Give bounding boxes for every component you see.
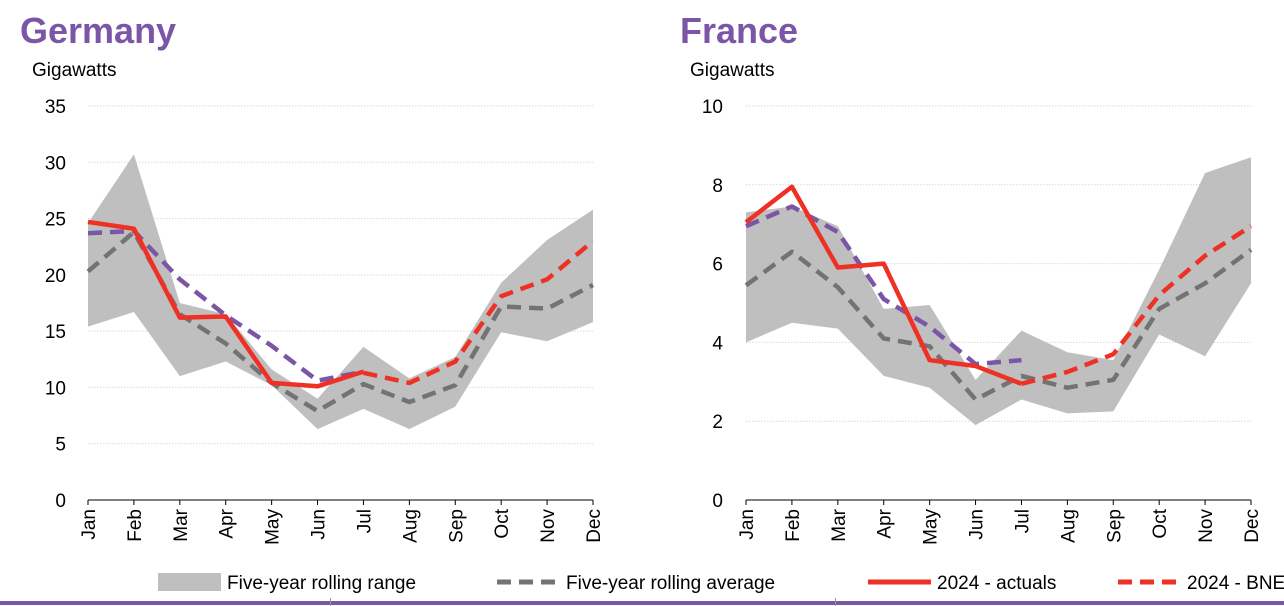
panel-title: France [680, 10, 798, 51]
x-tick-label: Jan [79, 509, 100, 540]
x-tick-label: Aug [1058, 509, 1079, 543]
y-tick-label: 2 [712, 412, 723, 433]
range-band [746, 157, 1251, 426]
bnef-line [362, 239, 595, 386]
actuals-line [87, 219, 365, 389]
actuals-line [744, 184, 1023, 386]
y-tick-label: 5 [55, 435, 66, 456]
panel-title: Germany [20, 10, 176, 51]
y-tick-label: 15 [45, 322, 66, 343]
y-axis-label: Gigawatts [690, 60, 774, 81]
x-tick-label: Jul [354, 509, 375, 533]
legend-swatch-range [158, 573, 221, 591]
france-panel: France Gigawatts 0 2 4 6 8 10 Jan Feb Mar Apr May Jun… [680, 10, 1263, 545]
y-tick-label: 4 [712, 333, 723, 354]
y-tick-label: 0 [712, 491, 723, 512]
y-tick-label: 10 [45, 378, 66, 399]
y-tick-label: 20 [45, 266, 66, 287]
x-tick-label: Sep [1104, 509, 1125, 543]
legend-label: 2024 - BNEF [1187, 573, 1284, 594]
x-tick-label: Dec [584, 509, 605, 543]
x-tick-label: Aug [400, 509, 421, 543]
footer-rule [0, 601, 1284, 605]
germany-panel: Germany Gigawatts 0 5 10 15 20 25 30 35 Jan Feb Mar A… [20, 10, 605, 545]
x-tick-label: Jun [967, 509, 988, 540]
legend-label: Five-year rolling range [227, 573, 416, 594]
footer-divider [330, 598, 331, 606]
x-tick-label: Mar [171, 508, 192, 541]
legend-label: 2024 - actuals [937, 573, 1056, 594]
y-tick-label: 0 [55, 491, 66, 512]
y-tick-label: 25 [45, 210, 66, 231]
x-tick-label: Apr [875, 508, 896, 538]
average-line [744, 247, 1253, 402]
y-tick-label: 35 [45, 97, 66, 118]
y-tick-label: 30 [45, 153, 66, 174]
x-tick-label: May [263, 509, 284, 545]
y-tick-label: 8 [712, 176, 723, 197]
range-band [88, 154, 593, 430]
x-tick-label: Oct [492, 508, 513, 538]
x-tick-label: Feb [783, 509, 804, 542]
x-tick-label: Jul [1012, 509, 1033, 533]
legend-label: Five-year rolling average [566, 573, 775, 594]
x-tick-label: Mar [829, 508, 850, 541]
x-tick-label: Jan [737, 509, 758, 540]
footer-divider [835, 598, 836, 606]
x-tick-label: Nov [538, 509, 559, 543]
x-tick-label: Jun [309, 509, 330, 540]
x-tick-label: Dec [1242, 509, 1263, 543]
x-tick-label: Apr [217, 508, 238, 538]
x-tick-label: Oct [1150, 508, 1171, 538]
x-tick-label: Sep [446, 509, 467, 543]
y-tick-label: 10 [702, 97, 723, 118]
x-tick-label: May [921, 509, 942, 545]
y-tick-label: 6 [712, 255, 723, 276]
legend: Five-year rolling range Five-year rolling… [158, 573, 1284, 594]
y-axis-label: Gigawatts [32, 60, 116, 81]
bnef-line [1020, 224, 1253, 386]
x-tick-label: Feb [125, 509, 146, 542]
x-tick-label: Nov [1196, 509, 1217, 543]
